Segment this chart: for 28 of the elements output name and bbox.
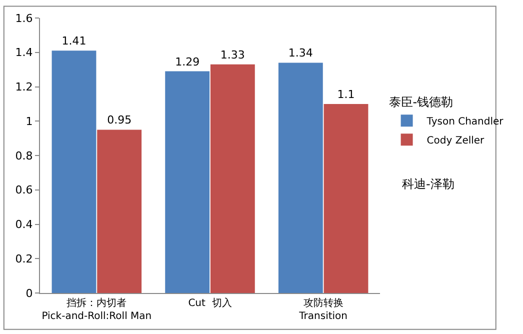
data-label: 1.29 xyxy=(175,55,200,68)
y-tick-label: 0.8 xyxy=(15,149,33,162)
y-tick-label: 1.4 xyxy=(15,46,33,60)
data-label: 1.33 xyxy=(220,48,245,62)
y-tick-label: 0.4 xyxy=(15,218,33,232)
data-label: 0.95 xyxy=(107,114,132,127)
y-tick-label: 0 xyxy=(26,286,33,300)
y-tick-label: 0.6 xyxy=(15,184,33,197)
data-label: 1.34 xyxy=(288,46,313,60)
y-tick-label: 1 xyxy=(26,114,33,128)
bar xyxy=(324,104,368,293)
bar xyxy=(97,130,142,293)
y-tick-label: 0.2 xyxy=(15,252,33,266)
x-tick-label: 挡拆：内切者 Pick-and-Roll:Roll Man xyxy=(42,297,152,322)
x-tick-label: Cut 切入 xyxy=(188,297,232,309)
legend-label: Cody Zeller xyxy=(426,136,486,146)
legend-label: Tyson Chandler xyxy=(426,116,504,128)
data-label: 1.1 xyxy=(337,88,355,101)
text: 科迪-泽勒 xyxy=(402,177,454,191)
y-tick-label: 1.6 xyxy=(15,12,33,25)
data-label: 1.41 xyxy=(62,34,86,48)
bar xyxy=(165,71,210,293)
legend-title: 泰臣-钱德勒 xyxy=(388,95,454,110)
x-tick-label: 攻防转换 Transition xyxy=(298,297,348,322)
bar xyxy=(278,62,323,293)
bar xyxy=(210,64,255,293)
y-tick-label: 1.2 xyxy=(15,80,33,94)
bar xyxy=(52,50,96,293)
